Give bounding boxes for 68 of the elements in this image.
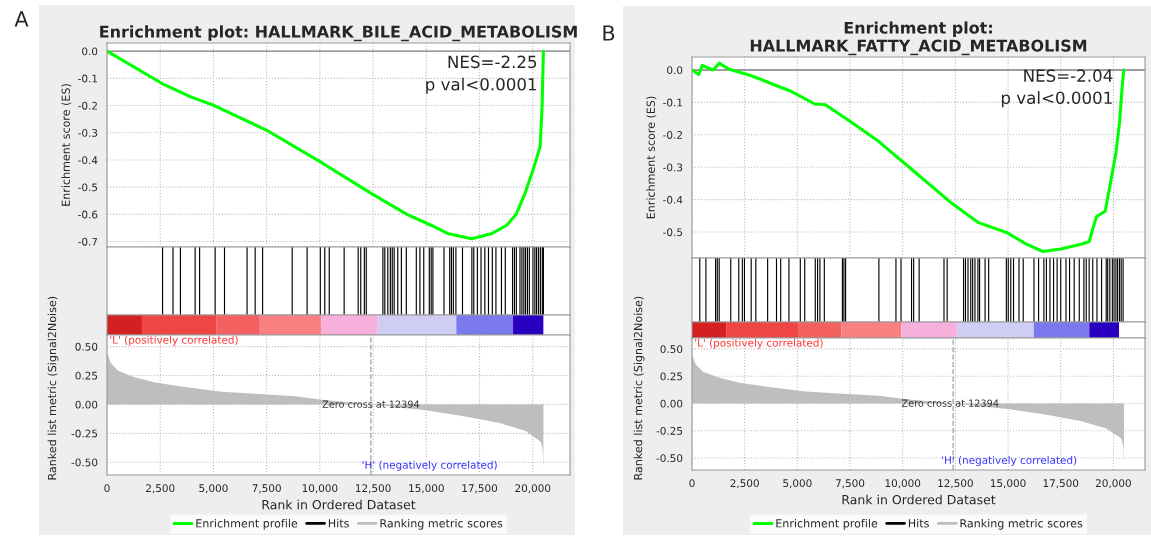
annotation: Zero cross at 12394 [901, 399, 999, 407]
annotation: p val<0.0001 [426, 77, 537, 94]
text: A [14, 11, 29, 27]
annotation: 'H' (negatively correlated) [942, 455, 1077, 467]
y-tick-label: -0.6 [78, 210, 98, 219]
annotation: 'L' (positively correlated) [110, 335, 238, 346]
x-tick-label: 12,500 [938, 479, 973, 489]
x-tick-label: 2,500 [146, 484, 175, 494]
x-tick-label: 0 [104, 484, 110, 493]
legend-label: Ranking metric scores [960, 518, 1083, 530]
legend-label: Hits [328, 518, 349, 528]
y-axis-title: Ranked list metric (Signal2Noise) [633, 296, 645, 480]
y-axis-title: Ranked list metric (Signal2Noise) [47, 296, 59, 480]
y-axis-title: Enrichment score (ES) [61, 84, 72, 206]
y-tick-label: -0.4 [663, 195, 683, 204]
x-tick-label: 17,500 [462, 484, 498, 494]
y-tick-label: -0.50 [71, 458, 98, 467]
annotation: 'H' (negatively correlated) [362, 460, 497, 471]
x-tick-label: 5,000 [783, 479, 812, 489]
y-tick-label: 0.0 [667, 66, 683, 75]
legend-label: Enrichment profile [776, 518, 878, 530]
y-tick-label: -0.3 [78, 128, 98, 137]
x-axis-title: Rank in Ordered Dataset [842, 494, 996, 505]
y-tick-label: -0.3 [663, 163, 683, 172]
x-tick-label: 10,000 [302, 484, 338, 494]
x-tick-label: 17,500 [1043, 479, 1079, 489]
y-tick-label: 0.25 [75, 371, 98, 380]
y-tick-label: 0.00 [75, 400, 98, 409]
y-tick-label: -0.5 [663, 228, 683, 237]
chart-title: Enrichment plot: HALLMARK_BILE_ACID_METABOLISM [100, 25, 577, 42]
y-tick-label: 0.00 [660, 399, 683, 408]
y-tick-label: 0.25 [660, 372, 683, 381]
y-tick-label: 0.0 [82, 47, 98, 56]
y-axis-title: Enrichment score (ES) [646, 96, 657, 219]
x-tick-label: 7,500 [835, 479, 865, 489]
y-tick-label: -0.50 [656, 454, 683, 463]
y-tick-label: -0.7 [78, 237, 98, 246]
annotation: Zero cross at 12394 [322, 400, 420, 408]
text: B [603, 25, 615, 41]
y-tick-label: -0.4 [78, 156, 98, 165]
x-tick-label: 10,000 [885, 479, 921, 489]
legend-label: Enrichment profile [196, 518, 298, 530]
x-tick-label: 5,000 [199, 484, 228, 494]
y-tick-label: 0.50 [75, 342, 98, 351]
y-tick-label: -0.5 [78, 183, 98, 192]
y-tick-label: -0.1 [78, 74, 98, 83]
chart-title: Enrichment plot: HALLMARK_FATTY_ACID_METABOLISM [750, 21, 1087, 56]
legend-label: Hits [908, 518, 929, 528]
y-tick-label: -0.1 [663, 98, 683, 107]
annotation: NES=-2.25 [448, 55, 537, 69]
legend-label: Ranking metric scores [380, 518, 503, 530]
x-tick-label: 20,000 [1095, 479, 1131, 489]
annotation: NES=-2.04 [1024, 69, 1113, 82]
y-tick-label: -0.25 [71, 429, 98, 438]
x-tick-label: 7,500 [252, 484, 281, 494]
x-axis-title: Rank in Ordered Dataset [262, 499, 416, 510]
x-tick-label: 2,500 [730, 479, 759, 489]
x-tick-label: 15,000 [990, 479, 1026, 489]
x-tick-label: 15,000 [409, 484, 444, 494]
y-tick-label: 0.50 [660, 345, 683, 354]
x-tick-label: 0 [689, 479, 695, 488]
y-tick-label: -0.25 [656, 426, 683, 435]
x-tick-label: 12,500 [356, 484, 391, 494]
annotation: 'L' (positively correlated) [695, 338, 823, 349]
annotation: p val<0.0001 [1001, 91, 1112, 108]
x-tick-label: 20,000 [515, 484, 551, 494]
y-tick-label: -0.2 [663, 131, 682, 139]
y-tick-label: -0.2 [78, 101, 97, 110]
